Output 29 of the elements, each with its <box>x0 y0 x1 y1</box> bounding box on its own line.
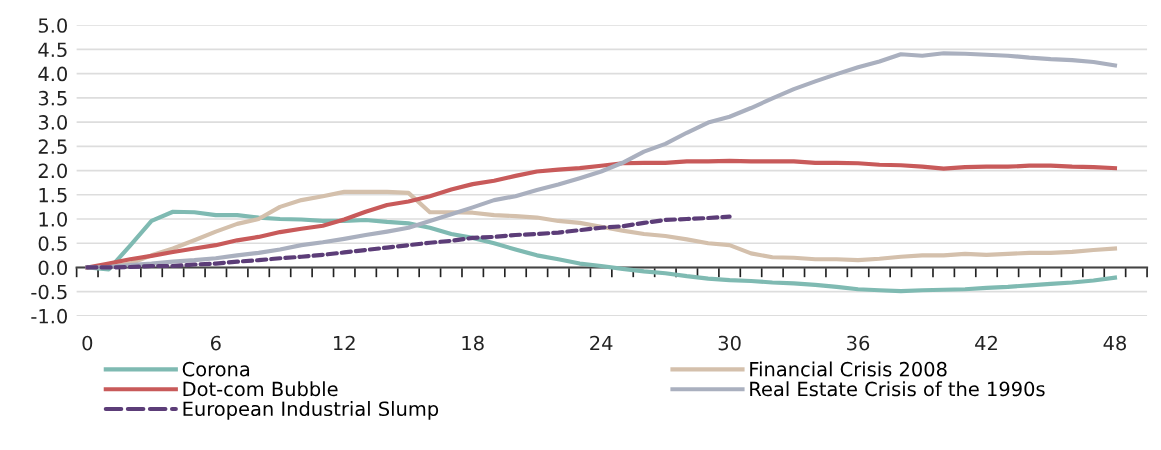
y-tick-label: 1.5 <box>39 187 67 203</box>
y-tick-label: 0.5 <box>38 236 67 251</box>
y-tick-label: 1.0 <box>39 211 67 227</box>
y-tick-label: 4.5 <box>38 42 67 58</box>
x-tick-label: 30 <box>718 335 741 351</box>
x-tick-label: 24 <box>590 335 613 351</box>
legend-label: European Industrial Slump <box>183 401 439 420</box>
x-tick-label: 36 <box>847 335 870 351</box>
y-tick-label: 3.0 <box>38 115 67 130</box>
y-tick-label: 0.0 <box>38 260 67 276</box>
x-tick-label: 6 <box>210 335 221 351</box>
line-series <box>85 51 1118 270</box>
legend-label: Financial Crisis 2008 <box>750 361 947 377</box>
y-tick-label: 2.0 <box>38 163 67 179</box>
y-tick-label: -0.5 <box>31 284 67 300</box>
x-tick-label: 12 <box>334 335 355 351</box>
line-series <box>85 214 732 270</box>
y-tick-label: 2.5 <box>38 139 67 154</box>
y-tick-label: 4.0 <box>38 66 67 82</box>
y-tick-label: 5.0 <box>38 18 67 33</box>
legend-label: Dot-com Bubble <box>183 381 338 397</box>
x-tick-label: 42 <box>975 335 997 351</box>
x-tick-label: 0 <box>82 335 93 351</box>
y-tick-label: 3.5 <box>38 90 67 106</box>
x-tick-label: 48 <box>1103 335 1126 351</box>
legend-label: Real Estate Crisis of the 1990s <box>750 381 1045 397</box>
x-tick-label: 18 <box>462 335 484 351</box>
legend-label: Corona <box>182 361 250 377</box>
y-tick-label: -1.0 <box>31 308 67 324</box>
